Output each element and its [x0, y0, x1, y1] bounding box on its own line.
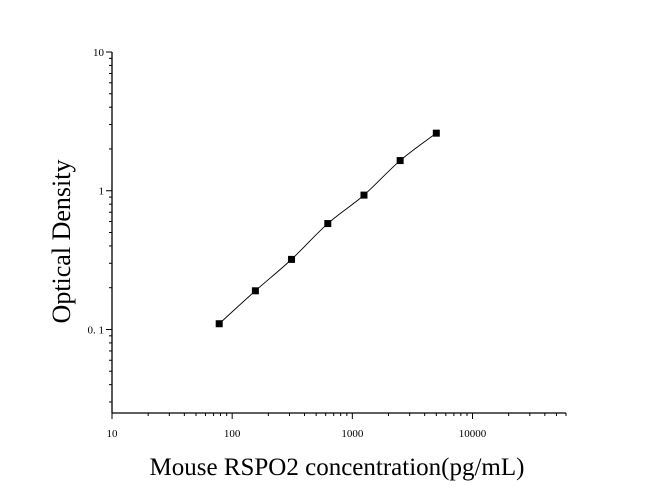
axes [111, 52, 566, 414]
data-point [288, 255, 296, 263]
y-tick-label: 1 [99, 186, 105, 198]
data-point [396, 157, 404, 165]
x-axis-title: Mouse RSPO2 concentration(pg/mL) [150, 454, 525, 481]
y-tick-label: 0. 1 [88, 324, 105, 336]
x-tick-label: 100 [224, 428, 241, 440]
y-tick-label: 10 [93, 47, 105, 59]
fit-curve [218, 132, 437, 325]
y-axis-title: Optical Density [47, 160, 76, 324]
data-point [432, 129, 440, 137]
data-points [215, 129, 440, 328]
x-tick-label: 1000 [341, 428, 364, 440]
data-point [360, 191, 368, 199]
x-tick-label: 10000 [459, 428, 487, 440]
x-ticks: 10 100 1000 10000 [107, 413, 567, 440]
x-tick-label: 10 [107, 428, 119, 440]
data-point [324, 220, 332, 228]
data-point [251, 287, 259, 295]
plot-area [215, 129, 440, 328]
y-ticks: 0. 1 1 10 [88, 47, 112, 403]
data-point [215, 320, 223, 328]
